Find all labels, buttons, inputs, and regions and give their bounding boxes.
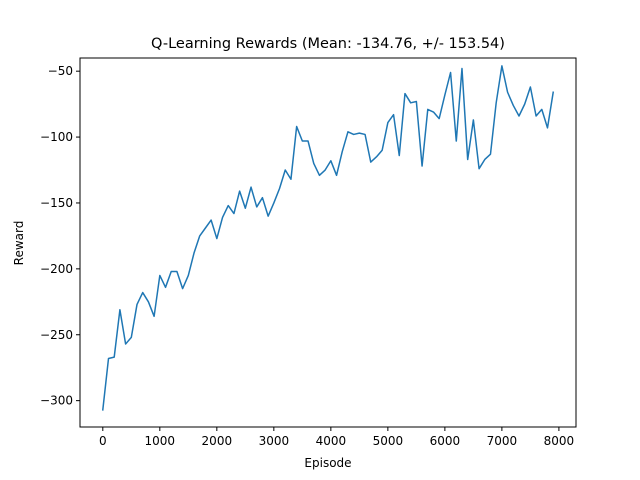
x-tick-label: 0 [99, 434, 107, 448]
x-tick-label: 8000 [544, 434, 575, 448]
x-tick-label: 1000 [145, 434, 176, 448]
series-layer [101, 65, 555, 411]
y-tick-label: −50 [48, 64, 73, 78]
series-line [101, 65, 555, 411]
x-tick-label: 7000 [487, 434, 518, 448]
plot-frame [79, 57, 577, 428]
x-axis-label: Episode [304, 456, 351, 470]
y-axis: −300 −250 −200 −150 −100 −50 [40, 64, 80, 408]
x-axis: 0 1000 2000 3000 4000 5000 6000 7000 8000 [99, 427, 574, 448]
x-tick-label: 2000 [202, 434, 233, 448]
x-tick-label: 5000 [373, 434, 404, 448]
x-tick-label: 3000 [259, 434, 290, 448]
y-tick-label: −200 [40, 262, 73, 276]
x-tick-label: 6000 [430, 434, 461, 448]
y-axis-label: Reward [12, 221, 26, 266]
y-tick-label: −300 [40, 394, 73, 408]
chart-title: Q-Learning Rewards (Mean: -134.76, +/- 1… [151, 36, 505, 52]
y-tick-label: −250 [40, 328, 73, 342]
x-tick-label: 4000 [316, 434, 347, 448]
y-tick-label: −150 [40, 196, 73, 210]
y-tick-label: −100 [40, 130, 73, 144]
